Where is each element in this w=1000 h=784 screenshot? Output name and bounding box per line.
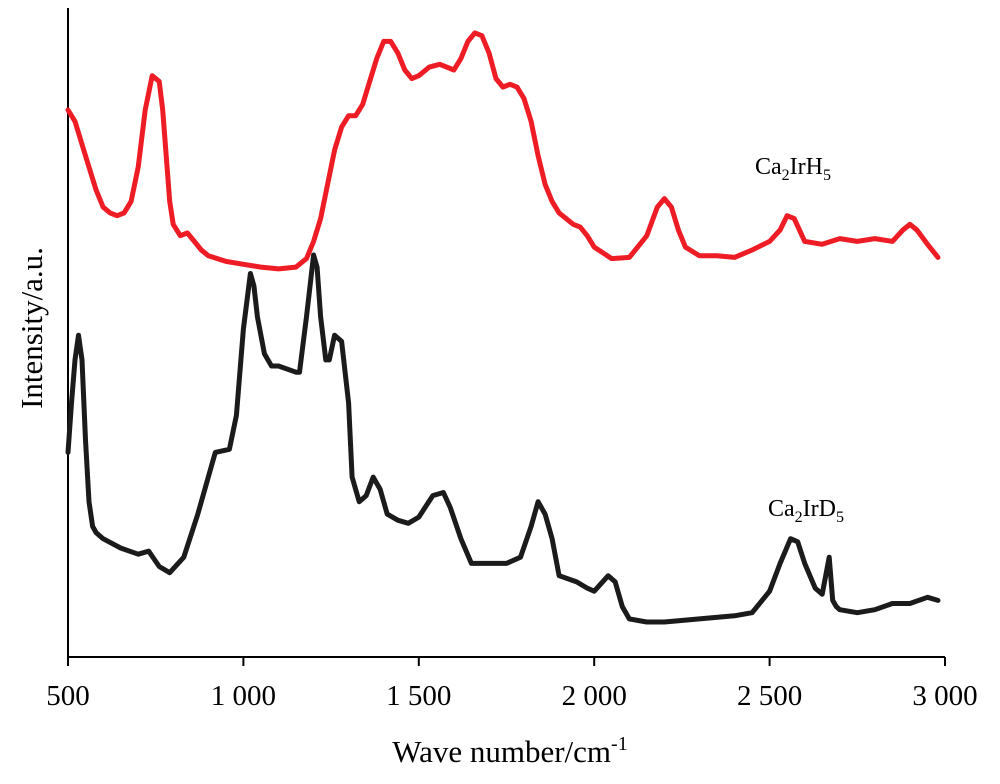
x-tick-label: 1 000	[211, 680, 276, 712]
y-axis-title: Intensity/a.u.	[14, 247, 49, 409]
x-ticks	[67, 657, 946, 666]
x-tick-labels: 500 1 000 1 500 2 000 2 500 3 000	[46, 680, 977, 712]
x-axis-title-superscript: -1	[611, 733, 628, 755]
series-label-subscript: 2	[795, 509, 803, 526]
x-axis-title: Wave number/cm-1	[392, 733, 627, 769]
series-label-part: Ca	[768, 496, 795, 522]
series-label-ca2irh5: Ca2IrH5	[755, 154, 831, 184]
series-line-ca2irh5	[65, 30, 941, 272]
x-tick-label: 2 500	[737, 680, 802, 712]
series-label-subscript: 2	[782, 167, 790, 184]
series-label-part: IrH	[790, 154, 823, 180]
series-label-ca2ird5: Ca2IrD5	[768, 496, 844, 526]
x-tick-label: 2 000	[562, 680, 627, 712]
series-label-subscript: 5	[836, 509, 844, 526]
x-axis-title-main: Wave number/cm	[392, 734, 611, 769]
axes	[67, 8, 945, 658]
series-label-part: IrD	[803, 496, 836, 522]
series-lines	[65, 30, 941, 625]
series-line-ca2ird5	[65, 252, 941, 625]
x-tick-label: 500	[46, 680, 90, 712]
x-tick-label: 1 500	[386, 680, 451, 712]
series-label-subscript: 5	[823, 167, 831, 184]
series-label-part: Ca	[755, 154, 782, 180]
x-tick-label: 3 000	[912, 680, 977, 712]
